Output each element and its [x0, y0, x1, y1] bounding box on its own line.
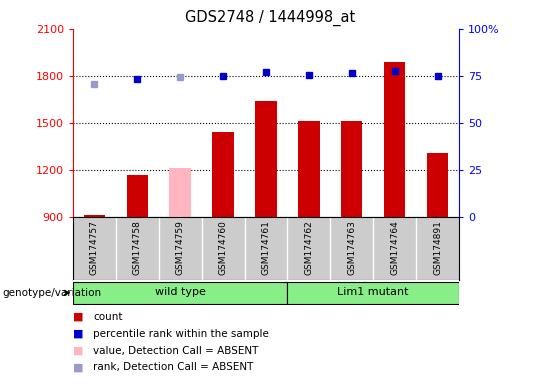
- Text: ■: ■: [73, 329, 83, 339]
- Bar: [384, 62, 406, 217]
- Bar: [212, 132, 234, 217]
- Text: GSM174762: GSM174762: [305, 220, 313, 275]
- Text: Lim1 mutant: Lim1 mutant: [338, 287, 409, 297]
- Bar: [170, 168, 191, 217]
- Bar: [126, 175, 148, 217]
- Bar: [255, 101, 276, 217]
- Text: percentile rank within the sample: percentile rank within the sample: [93, 329, 269, 339]
- Text: GSM174758: GSM174758: [133, 220, 141, 275]
- Text: rank, Detection Call = ABSENT: rank, Detection Call = ABSENT: [93, 362, 254, 372]
- Bar: [73, 281, 287, 304]
- Text: wild type: wild type: [155, 287, 206, 297]
- Bar: [84, 215, 105, 217]
- Text: genotype/variation: genotype/variation: [3, 288, 102, 298]
- Text: ■: ■: [73, 362, 83, 372]
- Text: GDS2748 / 1444998_at: GDS2748 / 1444998_at: [185, 10, 355, 26]
- Text: GSM174757: GSM174757: [90, 220, 99, 275]
- Text: value, Detection Call = ABSENT: value, Detection Call = ABSENT: [93, 346, 259, 356]
- Text: GSM174760: GSM174760: [219, 220, 227, 275]
- Bar: [427, 153, 448, 217]
- Bar: [298, 121, 320, 217]
- Text: ■: ■: [73, 312, 83, 322]
- Text: count: count: [93, 312, 123, 322]
- Bar: [341, 121, 362, 217]
- Text: GSM174759: GSM174759: [176, 220, 185, 275]
- Text: GSM174891: GSM174891: [433, 220, 442, 275]
- Text: ■: ■: [73, 346, 83, 356]
- Text: GSM174764: GSM174764: [390, 220, 399, 275]
- Text: GSM174761: GSM174761: [261, 220, 271, 275]
- Bar: [287, 281, 459, 304]
- Text: GSM174763: GSM174763: [347, 220, 356, 275]
